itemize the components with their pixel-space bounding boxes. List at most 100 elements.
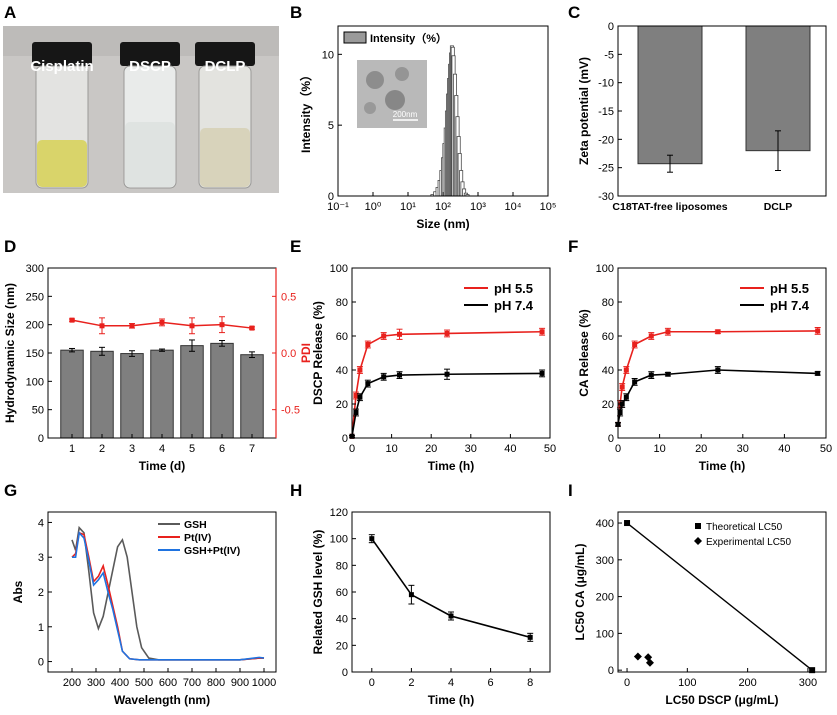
- x-tick-label: 0: [349, 443, 355, 455]
- panel-label-h: H: [290, 481, 302, 500]
- data-point: [632, 342, 638, 347]
- y-tick-label: 40: [336, 365, 348, 377]
- data-point: [623, 367, 629, 373]
- y-tick-label: 0: [38, 433, 44, 445]
- x-tick-label: 300: [799, 677, 817, 689]
- y-tick-label: 2: [38, 587, 44, 599]
- legend-label: Pt(IV): [184, 532, 211, 544]
- x-tick-label: 700: [183, 677, 201, 689]
- series-line: [351, 372, 543, 437]
- y-tick-label: 100: [596, 628, 614, 640]
- y-tick-label: 0: [608, 21, 614, 33]
- x-tick-label: 100: [678, 677, 696, 689]
- x-tick-label: 10⁰: [365, 201, 382, 213]
- y-tick-label: 250: [26, 291, 44, 303]
- data-point: [619, 401, 625, 407]
- vial-liquid: [37, 140, 87, 187]
- x-tick-label: 200: [738, 677, 756, 689]
- y-tick-label: -25: [598, 163, 614, 175]
- tem-particle: [385, 90, 405, 110]
- vial-cisplatin: Cisplatin: [30, 42, 94, 189]
- pdi-point: [129, 323, 135, 329]
- x-axis-label: LC50 DSCP (μg/mL): [665, 693, 778, 707]
- y-tick-label: 300: [596, 555, 614, 567]
- x-tick-label: 300: [87, 677, 105, 689]
- series-line: [617, 330, 818, 425]
- x-axis-label: Time (d): [139, 459, 185, 473]
- y-tick-label: 5: [328, 120, 334, 132]
- y-tick-label: -20: [598, 134, 614, 146]
- y-tick-label: 40: [336, 614, 348, 626]
- panel-label-g: G: [4, 481, 17, 500]
- y-tick-label: 10: [322, 49, 334, 61]
- tem-particle: [366, 71, 384, 89]
- pdi-point: [219, 322, 225, 328]
- vial-label: Cisplatin: [30, 58, 93, 75]
- x-tick-label: 0: [624, 677, 630, 689]
- y-tick-label: 60: [336, 587, 348, 599]
- y-tick-label: 0: [608, 433, 614, 445]
- panel-label-a: A: [4, 3, 16, 22]
- bar: [745, 25, 811, 152]
- y-tick-label: 0: [342, 667, 348, 679]
- vial-liquid: [125, 122, 175, 187]
- data-point: [397, 372, 403, 378]
- data-point: [665, 371, 671, 377]
- bar: [240, 354, 264, 439]
- data-point: [353, 393, 359, 398]
- data-point: [619, 384, 625, 390]
- chart-c: C18TAT-free liposomes DCLP 0 -5 -10 -15 -20 -25…: [577, 21, 827, 213]
- theoretical-point: [624, 520, 631, 527]
- bar: [150, 349, 174, 439]
- y-tick-label: 100: [26, 376, 44, 388]
- vial-cap: [120, 42, 180, 66]
- y-tick-label: 150: [26, 348, 44, 360]
- data-point: [408, 592, 414, 598]
- data-point: [632, 379, 638, 385]
- bar: [60, 349, 84, 439]
- data-point: [365, 381, 371, 387]
- x-tick-label: 50: [820, 443, 832, 455]
- vial-label: DSCP: [129, 58, 171, 75]
- panel-a: A Cisplatin DSCP DCLP: [3, 3, 279, 193]
- data-point: [357, 394, 363, 400]
- data-point: [444, 330, 450, 336]
- y-tick-label: -10: [598, 78, 614, 90]
- x-tick-label: 10⁻¹: [327, 201, 349, 213]
- vial-cap: [195, 42, 255, 66]
- y-axis-label: Related GSH level (%): [311, 530, 325, 655]
- vial-dclp: DCLP: [195, 42, 255, 189]
- x-tick-label: 7: [249, 443, 255, 455]
- y-tick-label: 20: [336, 640, 348, 652]
- x-tick-label: 5: [189, 443, 195, 455]
- data-point: [539, 329, 545, 335]
- data-point: [815, 370, 821, 376]
- x-tick-label: 4: [159, 443, 165, 455]
- y-tick-label: 1: [38, 622, 44, 634]
- x-tick-label: 10⁵: [540, 201, 557, 213]
- y-tick-label: 80: [336, 297, 348, 309]
- bar: [637, 25, 703, 165]
- x-axis-label: Size (nm): [416, 217, 469, 231]
- y-tick-label: 0: [342, 433, 348, 445]
- x-tick-label: 8: [527, 677, 533, 689]
- vial-dscp: DSCP: [120, 42, 180, 189]
- y-tick-label: 20: [602, 399, 614, 411]
- y-tick-label: 80: [336, 560, 348, 572]
- x-axis-label: Time (h): [428, 459, 474, 473]
- x-tick-label: 10⁴: [505, 201, 522, 213]
- y-tick-label: 40: [602, 365, 614, 377]
- panel-label-f: F: [568, 237, 578, 256]
- y-axis-label: Intensity（%）: [298, 69, 313, 153]
- x-tick-label: 40: [778, 443, 790, 455]
- data-point: [381, 374, 387, 380]
- theoretical-line: [626, 522, 813, 671]
- vial-liquid: [200, 128, 250, 187]
- y-axis-label: Hydrodynamic Size (nm): [3, 283, 17, 423]
- y-tick-label: 200: [26, 320, 44, 332]
- y-tick-label: 0.0: [281, 348, 296, 360]
- legend-swatch: [343, 31, 367, 44]
- x-tick-label: 40: [504, 443, 516, 455]
- pdi-point: [189, 323, 195, 329]
